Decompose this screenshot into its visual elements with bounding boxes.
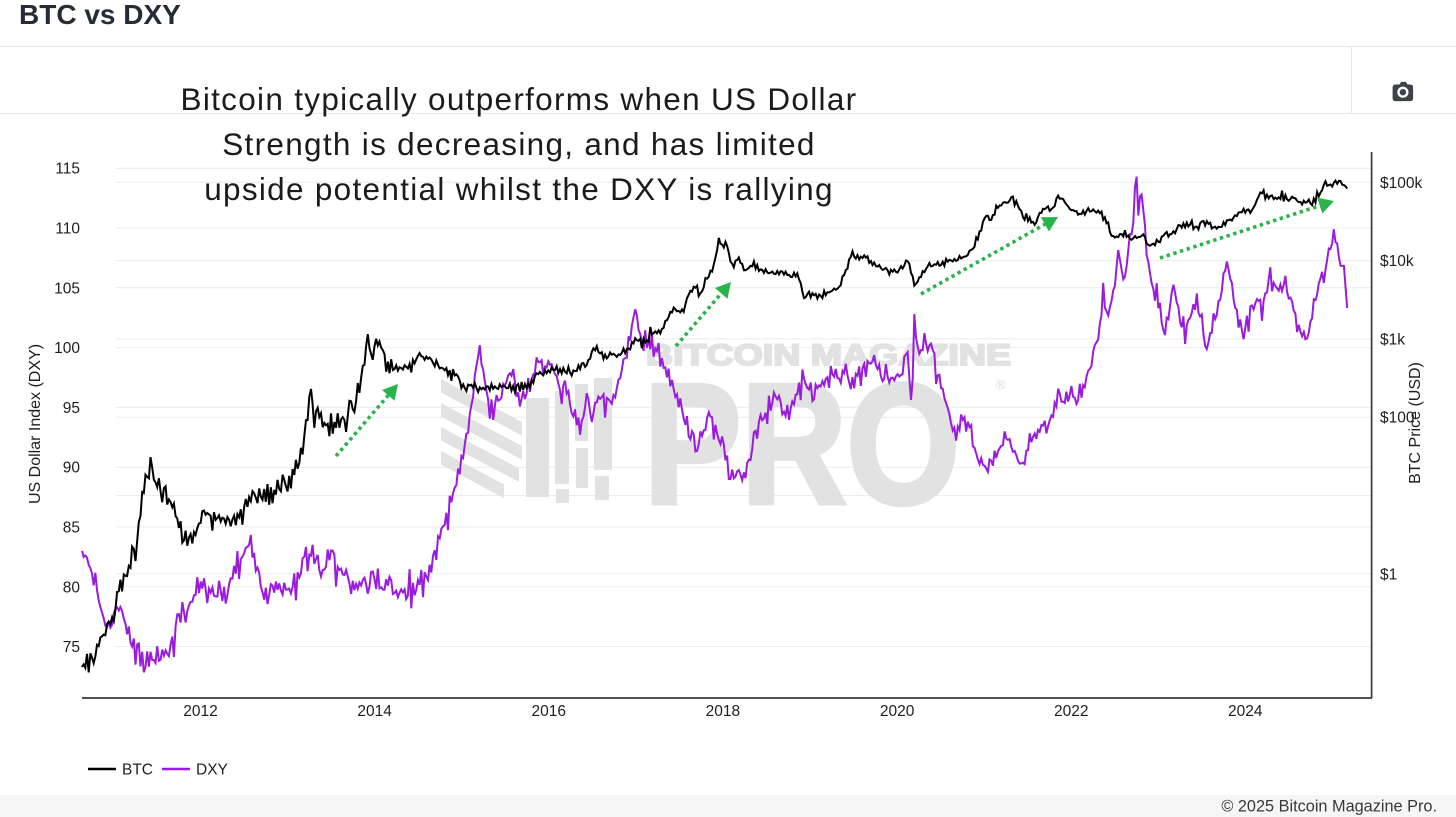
svg-text:DXY: DXY [196,762,228,779]
svg-text:2020: 2020 [880,703,915,720]
svg-text:BTC: BTC [122,762,153,779]
svg-text:BTC vs DXY: BTC vs DXY [19,0,181,30]
svg-text:2016: 2016 [532,703,566,720]
svg-text:95: 95 [63,400,80,417]
svg-text:$1: $1 [1380,566,1397,583]
svg-text:2022: 2022 [1054,703,1088,720]
svg-text:$100k: $100k [1380,175,1422,192]
svg-text:105: 105 [54,280,80,297]
svg-text:BTC Price (USD): BTC Price (USD) [1407,362,1424,484]
svg-text:75: 75 [63,639,80,656]
svg-text:Strength is decreasing, and ha: Strength is decreasing, and has limited [222,126,816,162]
svg-text:© 2025 Bitcoin Magazine Pro.: © 2025 Bitcoin Magazine Pro. [1221,798,1437,816]
svg-text:2018: 2018 [706,703,740,720]
svg-text:2012: 2012 [183,703,217,720]
svg-text:2024: 2024 [1228,703,1263,720]
svg-text:80: 80 [63,579,81,596]
svg-text:2014: 2014 [357,703,392,720]
svg-text:$100: $100 [1380,410,1415,427]
svg-text:US Dollar Index (DXY): US Dollar Index (DXY) [27,344,44,504]
svg-text:110: 110 [55,221,80,238]
svg-text:upside potential whilst the DX: upside potential whilst the DXY is rally… [204,171,834,207]
svg-text:Bitcoin typically outperforms: Bitcoin typically outperforms when US Do… [181,81,858,117]
svg-text:90: 90 [63,460,81,477]
svg-text:®: ® [996,377,1006,392]
svg-text:115: 115 [55,161,80,178]
svg-text:BITCOIN MAGAZINE: BITCOIN MAGAZINE [646,339,1011,372]
svg-text:85: 85 [63,520,80,537]
svg-text:$1k: $1k [1380,331,1405,348]
svg-text:$10k: $10k [1380,253,1414,270]
svg-text:100: 100 [54,340,80,357]
